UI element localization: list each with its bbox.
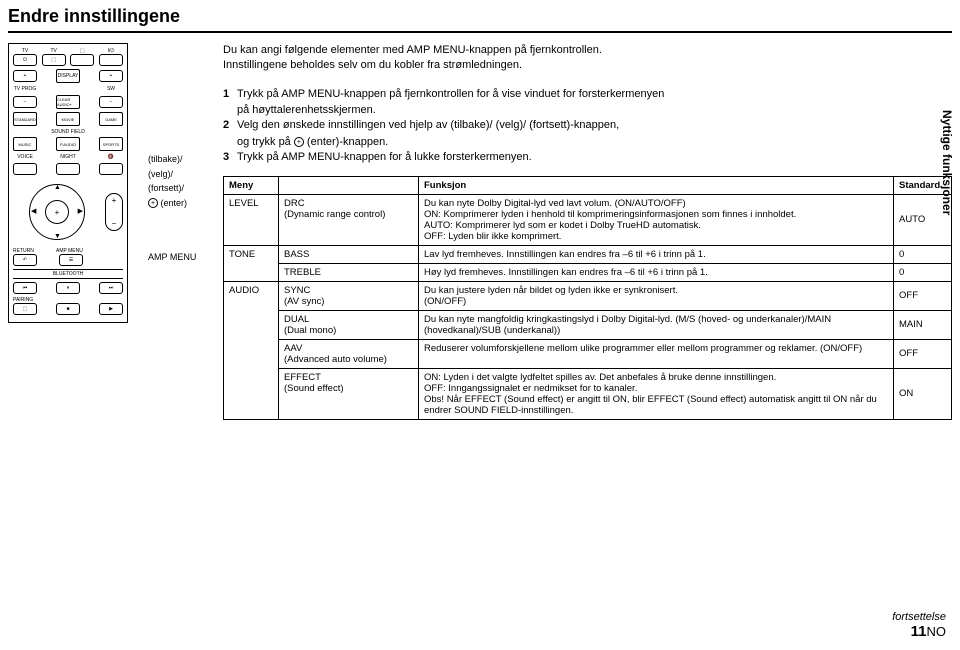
- page-number: 11NO: [892, 623, 946, 640]
- cell-funksjon: Du kan justere lyden når bildet og lyden…: [419, 281, 894, 310]
- remote-button: ↶: [13, 254, 37, 266]
- cell-sub: TREBLE: [279, 263, 419, 281]
- cell-sub: SYNC (AV sync): [279, 281, 419, 310]
- intro-line: Du kan angi følgende elementer med AMP M…: [223, 43, 952, 58]
- remote-dpad: + ▲ ▼ ◀ ▶: [27, 182, 87, 242]
- legend-item: (velg)/: [148, 168, 223, 181]
- remote-button: ☰: [59, 254, 83, 266]
- remote-diagram: TV⏻ TV⬚ ⬚ I/⏻ + DISPLAY + TV PROG SW − C…: [8, 43, 128, 323]
- remote-button: [99, 163, 123, 175]
- remote-button: SPORTS: [99, 137, 123, 151]
- remote-button: ⬚: [42, 54, 66, 66]
- cell-funksjon: Høy lyd fremheves. Innstillingen kan end…: [419, 263, 894, 281]
- cell-standard: OFF: [894, 339, 952, 368]
- remote-label: 🔇: [99, 154, 123, 160]
- remote-button: ⬚: [13, 303, 37, 315]
- th-meny: Meny: [224, 176, 279, 194]
- cell-standard: MAIN: [894, 310, 952, 339]
- remote-button: [99, 54, 123, 66]
- cell-sub: DRC (Dynamic range control): [279, 194, 419, 245]
- legend-column: (tilbake)/ (velg)/ (fortsett)/ + (enter)…: [148, 43, 223, 420]
- cell-meny: AUDIO: [224, 281, 279, 419]
- remote-button: +: [13, 70, 37, 82]
- remote-button: ■: [56, 303, 80, 315]
- cell-sub: DUAL (Dual mono): [279, 310, 419, 339]
- remote-button: P.AUDIO: [56, 137, 80, 151]
- remote-label: VOICE: [13, 154, 37, 160]
- remote-button: MOVIE: [56, 112, 80, 126]
- remote-button: STANDARD: [13, 112, 37, 126]
- cell-funksjon: ON: Lyden i det valgte lydfeltet spilles…: [419, 368, 894, 419]
- remote-button: [70, 54, 94, 66]
- remote-section-label: SOUND FIELD: [13, 129, 123, 135]
- cell-sub: AAV (Advanced auto volume): [279, 339, 419, 368]
- remote-button: [13, 163, 37, 175]
- continuation-label: fortsettelse: [892, 611, 946, 623]
- remote-button: ⏮: [13, 282, 37, 294]
- step-text: Trykk på AMP MENU-knappen for å lukke fo…: [237, 150, 952, 165]
- cell-funksjon: Du kan nyte Dolby Digital-lyd ved lavt v…: [419, 194, 894, 245]
- steps-list: 1Trykk på AMP MENU-knappen på fjernkontr…: [223, 87, 952, 166]
- legend-item: + (enter): [148, 197, 223, 210]
- th-funksjon: Funksjon: [419, 176, 894, 194]
- remote-button: ⏭: [99, 282, 123, 294]
- step-text: Velg den ønskede innstillingen ved hjelp…: [237, 118, 952, 133]
- content-area: TV⏻ TV⬚ ⬚ I/⏻ + DISPLAY + TV PROG SW − C…: [0, 43, 960, 420]
- cell-sub: BASS: [279, 245, 419, 263]
- legend-amp-menu: AMP MENU: [148, 251, 223, 264]
- remote-button: −: [99, 96, 123, 108]
- step-num: 1: [223, 87, 237, 102]
- cell-standard: ON: [894, 368, 952, 419]
- step-num: 2: [223, 118, 237, 133]
- cell-meny: TONE: [224, 245, 279, 281]
- remote-button: DISPLAY: [56, 69, 80, 83]
- remote-label: SW: [99, 86, 123, 92]
- cell-funksjon: Lav lyd fremheves. Innstillingen kan end…: [419, 245, 894, 263]
- remote-button: MUSIC: [13, 137, 37, 151]
- main-column: Du kan angi følgende elementer med AMP M…: [223, 43, 952, 420]
- cell-sub: EFFECT (Sound effect): [279, 368, 419, 419]
- legend-item: (tilbake)/: [148, 153, 223, 166]
- cell-standard: 0: [894, 263, 952, 281]
- remote-button: −: [13, 96, 37, 108]
- intro-text: Du kan angi følgende elementer med AMP M…: [223, 43, 952, 73]
- remote-button: GAME: [99, 112, 123, 126]
- remote-label: NIGHT: [56, 154, 80, 160]
- remote-label: TV PROG: [13, 86, 37, 92]
- remote-button: [56, 163, 80, 175]
- cell-standard: 0: [894, 245, 952, 263]
- side-label: Nyttige funksjoner: [940, 110, 954, 215]
- step-text: på høyttalerenhetsskjermen.: [223, 103, 952, 118]
- page-footer: fortsettelse 11NO: [892, 611, 946, 640]
- remote-button: ⏻: [13, 54, 37, 66]
- step-num: 3: [223, 150, 237, 165]
- cell-funksjon: Du kan nyte mangfoldig kringkastingslyd …: [419, 310, 894, 339]
- settings-table: Meny Funksjon Standard LEVELDRC (Dynamic…: [223, 176, 952, 420]
- step-text: Trykk på AMP MENU-knappen på fjernkontro…: [237, 87, 952, 102]
- remote-volume: +−: [105, 193, 123, 231]
- cell-funksjon: Reduserer volumforskjellene mellom ulike…: [419, 339, 894, 368]
- remote-button: CLEAR AUDIO+: [56, 95, 80, 109]
- title-rule: [8, 31, 952, 33]
- step-text: og trykk på + (enter)-knappen.: [223, 135, 952, 150]
- remote-bluetooth-label: BLUETOOTH: [13, 269, 123, 279]
- page-title: Endre innstillingene: [0, 0, 960, 31]
- legend-item: (fortsett)/: [148, 182, 223, 195]
- remote-column: TV⏻ TV⬚ ⬚ I/⏻ + DISPLAY + TV PROG SW − C…: [8, 43, 148, 420]
- cell-meny: LEVEL: [224, 194, 279, 245]
- remote-button: ⏸: [56, 282, 80, 294]
- remote-button: +: [99, 70, 123, 82]
- cell-standard: OFF: [894, 281, 952, 310]
- th-sub: [279, 176, 419, 194]
- intro-line: Innstillingene beholdes selv om du koble…: [223, 58, 952, 73]
- remote-button: ▶: [99, 303, 123, 315]
